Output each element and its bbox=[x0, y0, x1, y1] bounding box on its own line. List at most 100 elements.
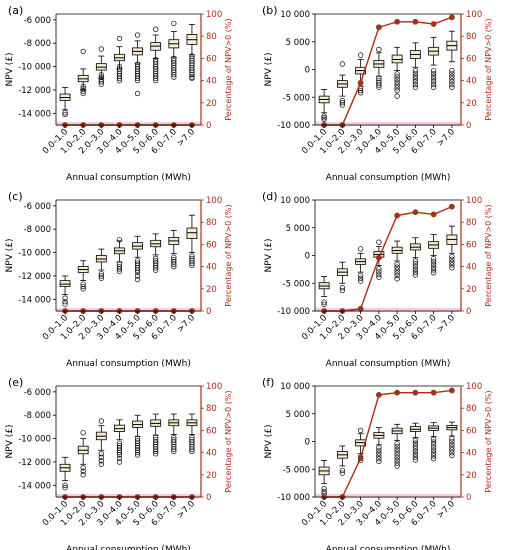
y2-tick-label: 20 bbox=[466, 471, 477, 481]
outlier-point bbox=[376, 84, 382, 90]
y2-tick-label: 20 bbox=[206, 471, 217, 481]
outlier-point bbox=[62, 295, 68, 301]
outlier-point bbox=[171, 261, 177, 267]
outlier-point bbox=[134, 452, 141, 458]
outlier-point bbox=[449, 76, 455, 82]
y-tick-label: -6 000 bbox=[24, 16, 51, 26]
outlier-point bbox=[430, 453, 437, 459]
outlier-point bbox=[80, 88, 86, 94]
zero-band bbox=[56, 308, 201, 312]
outlier-point bbox=[412, 81, 419, 88]
outlier-point bbox=[153, 265, 159, 271]
percent-point bbox=[375, 24, 382, 31]
outlier-point bbox=[171, 263, 177, 270]
outlier-point bbox=[430, 258, 437, 265]
y-tick-label: -8 000 bbox=[24, 225, 51, 235]
outlier-point bbox=[357, 427, 364, 434]
y2-tick-label: 0 bbox=[466, 307, 471, 317]
outlier-point bbox=[430, 70, 437, 77]
outlier-point bbox=[116, 77, 123, 84]
outlier-point bbox=[98, 451, 104, 457]
outlier-point bbox=[189, 260, 195, 266]
outlier-point bbox=[339, 100, 346, 106]
outlier-point bbox=[394, 460, 400, 466]
outlier-point bbox=[430, 447, 437, 454]
y-axis-label: NPV (£) bbox=[264, 239, 274, 273]
outlier-point bbox=[430, 81, 437, 88]
outlier-point bbox=[430, 256, 437, 262]
y2-axis-label: Percentage of NPV>0 (%) bbox=[224, 18, 233, 120]
outlier-point bbox=[394, 74, 400, 80]
outlier-point bbox=[449, 265, 455, 271]
y-tick-label: -6 000 bbox=[24, 202, 51, 212]
outlier-point bbox=[412, 443, 419, 449]
y-tick-label: 5 000 bbox=[286, 224, 310, 234]
outlier-point bbox=[80, 465, 86, 471]
outlier-point bbox=[357, 275, 364, 281]
outlier-point bbox=[394, 452, 400, 458]
outlier-point bbox=[116, 268, 123, 274]
y2-tick-label: 60 bbox=[206, 426, 217, 436]
outlier-point bbox=[171, 72, 177, 78]
y2-tick-label: 80 bbox=[466, 404, 477, 414]
outlier-point bbox=[449, 84, 455, 90]
outlier-point bbox=[376, 453, 382, 459]
outlier-point bbox=[412, 73, 419, 79]
outlier-point bbox=[430, 270, 437, 276]
outlier-point bbox=[412, 84, 419, 90]
outlier-point bbox=[449, 259, 455, 265]
outlier-point bbox=[134, 269, 141, 276]
outlier-point bbox=[98, 275, 104, 281]
y2-tick-label: 60 bbox=[466, 54, 477, 64]
outlier-point bbox=[449, 452, 455, 459]
outlier-point bbox=[357, 52, 364, 58]
x-tick-label: >7.0 bbox=[175, 127, 197, 149]
outlier-point bbox=[412, 448, 419, 455]
outlier-point bbox=[430, 73, 437, 79]
outlier-point bbox=[430, 67, 437, 74]
outlier-point bbox=[339, 467, 346, 474]
outlier-point bbox=[449, 67, 455, 74]
y2-tick-label: 20 bbox=[206, 99, 217, 109]
outlier-point bbox=[116, 35, 123, 42]
percent-line bbox=[324, 389, 452, 498]
outlier-point bbox=[449, 444, 455, 450]
outlier-point bbox=[394, 270, 400, 276]
y-axis-label: NPV (£) bbox=[264, 53, 274, 87]
y-tick-label: -14 000 bbox=[18, 295, 51, 305]
outlier-point bbox=[376, 444, 382, 451]
y-tick-label: -6 000 bbox=[24, 388, 51, 398]
zero-band bbox=[315, 308, 461, 312]
outlier-point bbox=[153, 267, 159, 273]
x-axis-label: Annual consumption (MWh) bbox=[66, 173, 191, 183]
outlier-point bbox=[189, 262, 195, 269]
outlier-point bbox=[357, 87, 364, 94]
outlier-point bbox=[376, 447, 382, 454]
outlier-point bbox=[357, 272, 364, 279]
outlier-point bbox=[321, 299, 327, 305]
outlier-point bbox=[62, 111, 68, 118]
y-tick-label: 10 000 bbox=[280, 10, 310, 20]
panel-label: (e) bbox=[8, 376, 23, 389]
percent-point bbox=[394, 389, 401, 396]
y-axis-label: NPV (£) bbox=[5, 425, 15, 459]
y2-tick-label: 0 bbox=[206, 307, 211, 317]
percent-line bbox=[324, 16, 453, 126]
outlier-point bbox=[339, 102, 346, 108]
outlier-point bbox=[134, 449, 141, 456]
outlier-point bbox=[171, 448, 177, 455]
y-tick-label: -10 000 bbox=[18, 435, 51, 445]
outlier-point bbox=[412, 261, 419, 267]
y-tick-label: -14 000 bbox=[18, 481, 51, 491]
outlier-point bbox=[321, 116, 327, 123]
percent-point bbox=[375, 254, 382, 261]
outlier-point bbox=[394, 457, 400, 464]
outlier-point bbox=[171, 20, 177, 26]
outlier-point bbox=[412, 258, 419, 264]
outlier-point bbox=[394, 463, 400, 469]
y-tick-label: -14 000 bbox=[18, 109, 51, 119]
outlier-point bbox=[116, 459, 123, 465]
outlier-point bbox=[321, 488, 327, 495]
y2-tick-label: 60 bbox=[206, 54, 217, 64]
